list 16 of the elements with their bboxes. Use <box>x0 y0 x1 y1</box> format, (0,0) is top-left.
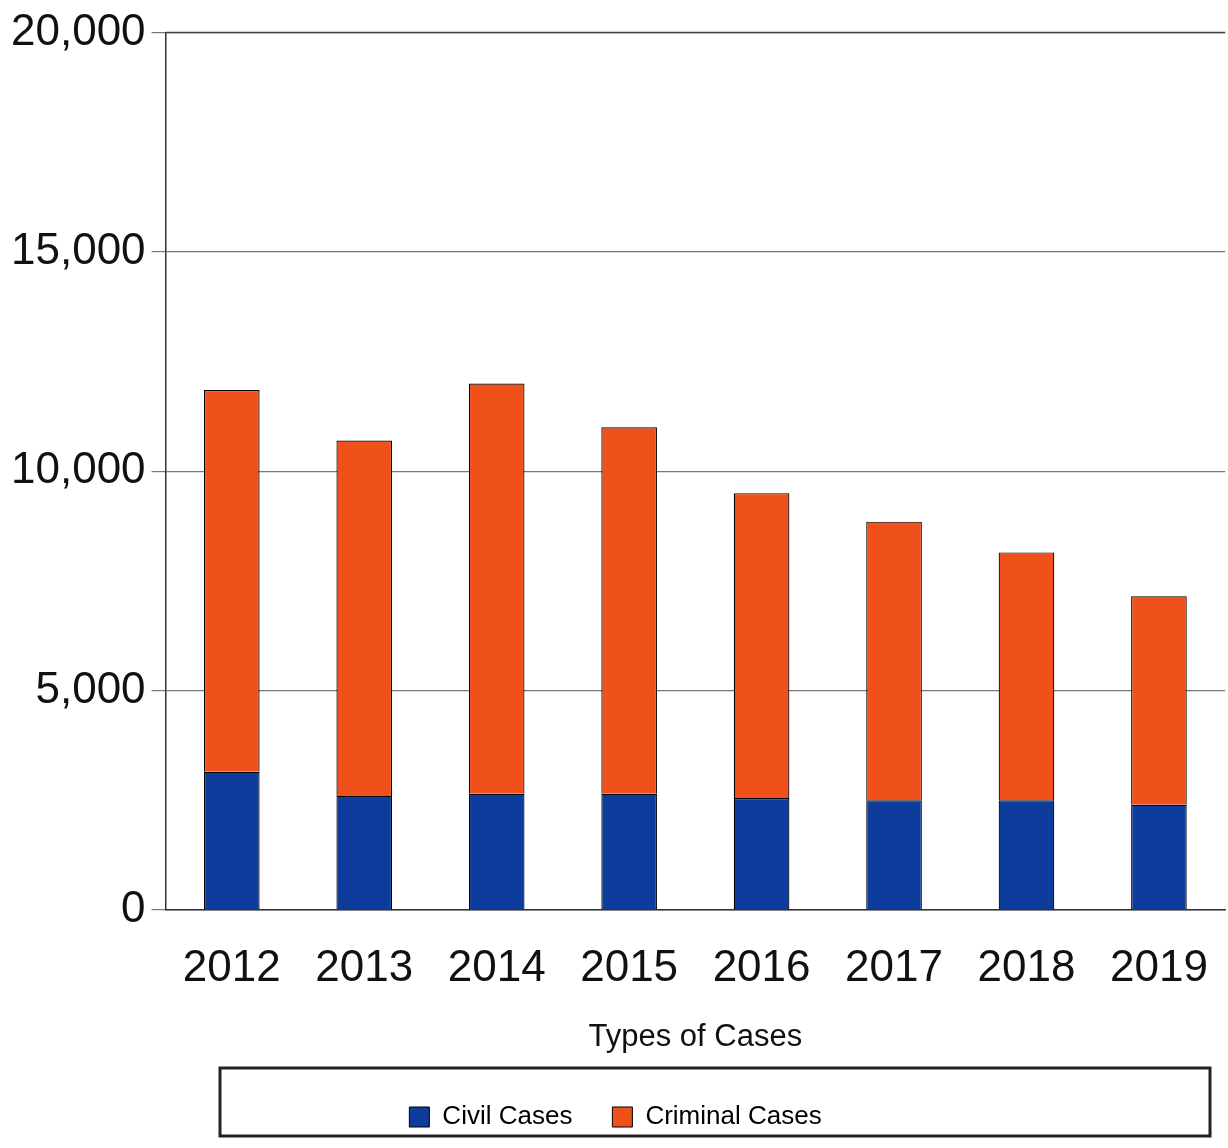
y-tick-label: 5,000 <box>35 662 146 712</box>
x-tick-label: 2019 <box>1109 940 1208 990</box>
y-tick-label: 20,000 <box>11 4 146 54</box>
x-tick-label: 2013 <box>315 940 414 990</box>
x-tick-label: 2014 <box>447 940 546 990</box>
x-tick-label: 2016 <box>712 940 811 990</box>
x-tick-label: 2015 <box>580 940 679 990</box>
y-tick-label: 0 <box>121 882 146 932</box>
y-tick-label: 15,000 <box>11 223 146 273</box>
y-tick-label: 10,000 <box>11 443 146 493</box>
x-tick-label: 2017 <box>845 940 943 990</box>
legend-label: Civil Cases <box>442 1100 573 1131</box>
x-tick-label: 2018 <box>977 940 1076 990</box>
x-axis-title: Types of Cases <box>588 1017 803 1053</box>
legend-label: Criminal Cases <box>645 1100 822 1131</box>
x-tick-label: 2012 <box>182 940 281 990</box>
